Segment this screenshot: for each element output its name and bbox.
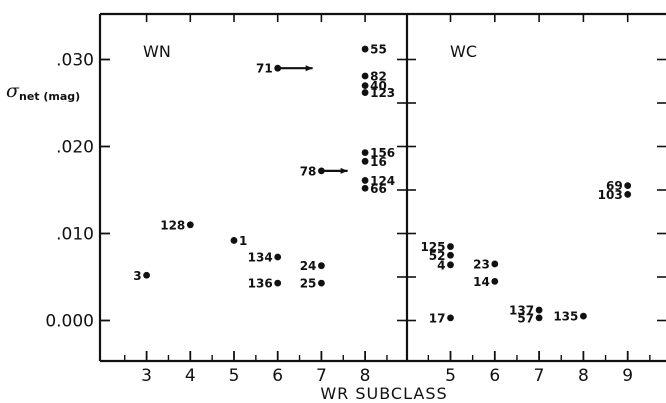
data-point-label: 156: [370, 146, 395, 160]
data-point: [318, 279, 325, 287]
data-point: [361, 177, 369, 184]
data-point-label: 134: [248, 250, 273, 264]
y-tick-label: 0.000: [45, 312, 94, 332]
data-point: [447, 261, 454, 269]
y-axis-title: σ net (mag): [6, 80, 80, 103]
x-tick-label: 7: [534, 366, 545, 386]
data-point-label: 23: [473, 257, 490, 271]
data-point: [447, 243, 454, 250]
data-point: [361, 45, 369, 53]
data-point-label: 136: [248, 277, 273, 291]
x-tick-label: 6: [272, 366, 283, 386]
data-point: [361, 157, 369, 165]
data-point: [361, 149, 369, 156]
upper-limit-arrowhead: [305, 65, 313, 72]
data-point: [361, 82, 369, 89]
data-point-label: 123: [370, 86, 395, 100]
data-point-label: 55: [370, 43, 387, 57]
data-point-label: 17: [429, 311, 446, 325]
data-point: [274, 279, 282, 287]
x-tick-label: 6: [489, 366, 500, 386]
data-point: [361, 72, 369, 80]
data-point: [624, 182, 632, 190]
data-point: [447, 314, 454, 322]
data-point: [274, 253, 282, 261]
data-point-label: 57: [517, 311, 534, 325]
data-point: [447, 251, 454, 259]
data-point: [535, 306, 543, 314]
data-point-label: 69: [606, 179, 623, 193]
data-point: [230, 237, 238, 244]
panel-label-wc: WC: [450, 42, 477, 61]
data-point-label: 3: [133, 269, 141, 283]
data-point-label: 1: [239, 234, 247, 248]
data-point: [318, 262, 325, 270]
data-point-label: 128: [160, 218, 185, 232]
data-point-label: 40: [370, 79, 387, 93]
x-tick-label: 9: [622, 366, 633, 386]
x-tick-label: 4: [185, 366, 196, 386]
x-tick-label: 5: [445, 366, 456, 386]
data-point-label: 16: [370, 155, 387, 169]
panel-label-wn: WN: [143, 42, 171, 61]
data-point: [535, 314, 543, 322]
data-point-label: 103: [598, 188, 623, 202]
x-tick-label: 5: [229, 366, 240, 386]
data-point: [580, 312, 587, 320]
upper-limit-arrowhead: [340, 167, 348, 174]
x-tick-label: 7: [316, 366, 327, 386]
x-tick-label: 8: [578, 366, 589, 386]
data-point-label: 52: [429, 249, 446, 263]
data-point-label: 135: [553, 310, 578, 324]
y-tick-label: .020: [56, 138, 94, 158]
data-point-label: 124: [370, 174, 395, 188]
data-point: [186, 221, 194, 229]
data-point-label: 24: [300, 259, 317, 273]
y-tick-label: .030: [56, 51, 94, 71]
data-point: [491, 260, 499, 268]
data-point-label: 137: [509, 304, 534, 318]
data-point-label: 125: [420, 240, 445, 254]
x-tick-label: 3: [141, 366, 152, 386]
data-point: [318, 167, 325, 175]
data-point: [143, 271, 151, 279]
data-point-label: 4: [437, 258, 445, 272]
data-point-label: 25: [300, 277, 317, 291]
data-point-label: 78: [300, 164, 317, 178]
data-point: [624, 190, 632, 198]
y-tick-label: .010: [56, 225, 94, 245]
data-point-label: 71: [256, 62, 273, 76]
y-axis-title-symbol: σ: [6, 80, 20, 102]
x-axis-title: WR SUBCLASS: [320, 384, 447, 403]
data-point-label: 82: [370, 70, 387, 84]
data-point-label: 14: [473, 275, 490, 289]
data-point-label: 66: [370, 182, 387, 196]
y-axis-title-subscript: net (mag): [19, 90, 80, 103]
data-point: [361, 89, 369, 96]
x-tick-label: 8: [360, 366, 371, 386]
data-point: [491, 277, 499, 285]
data-point: [274, 64, 282, 72]
data-point: [361, 184, 369, 192]
